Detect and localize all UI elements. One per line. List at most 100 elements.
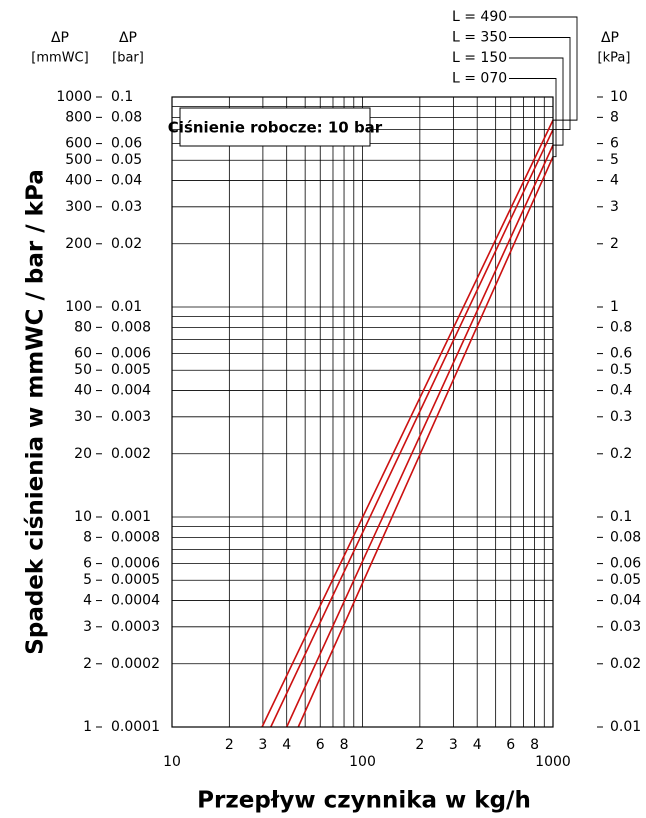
series-line <box>270 129 554 728</box>
ybar-tick-label: 0.003 <box>111 409 151 425</box>
y2-tick-label: 0.1 <box>610 509 632 525</box>
ybar-tick-label: 0.02 <box>111 236 142 252</box>
y2-tick-label: 0.05 <box>610 572 641 588</box>
x-tick-label: 4 <box>282 737 291 753</box>
x-tick-label: 2 <box>225 737 234 753</box>
legend-label: L = 350 <box>452 30 507 46</box>
y2-tick-label: 6 <box>610 136 619 152</box>
y2-header: [kPa] <box>598 51 631 66</box>
annotation: Ciśnienie robocze: 10 bar <box>168 119 383 137</box>
x-tick-label: 3 <box>258 737 267 753</box>
y2-tick-label: 10 <box>610 89 628 105</box>
y-tick-label: 5 <box>83 572 92 588</box>
y-tick-label: 60 <box>74 346 92 362</box>
y-header: ΔP <box>119 30 137 46</box>
y-tick-label: 10 <box>74 509 92 525</box>
y-header: ΔP <box>51 30 69 46</box>
y-tick-label: 1000 <box>56 89 92 105</box>
ybar-tick-label: 0.0006 <box>111 556 160 572</box>
ybar-tick-label: 0.0008 <box>111 529 160 545</box>
y2-tick-label: 0.2 <box>610 446 632 462</box>
y-tick-label: 400 <box>65 173 92 189</box>
ybar-tick-label: 0.006 <box>111 346 151 362</box>
y-tick-label: 200 <box>65 236 92 252</box>
y-tick-label: 80 <box>74 319 92 335</box>
ybar-tick-label: 0.05 <box>111 152 142 168</box>
y-tick-label: 2 <box>83 656 92 672</box>
x-tick-label: 1000 <box>535 754 571 770</box>
y2-tick-label: 1 <box>610 299 619 315</box>
legend-leader <box>509 78 557 158</box>
y-tick-label: 300 <box>65 199 92 215</box>
ybar-tick-label: 0.04 <box>111 173 142 189</box>
x-tick-label: 10 <box>163 754 181 770</box>
y2-tick-label: 0.6 <box>610 346 632 362</box>
ybar-tick-label: 0.0003 <box>111 619 160 635</box>
ybar-tick-label: 0.008 <box>111 319 151 335</box>
y-axis-title: Spadek ciśnienia w mmWC / bar / kPa <box>23 169 49 654</box>
y2-tick-label: 0.06 <box>610 556 641 572</box>
x-tick-label: 2 <box>415 737 424 753</box>
y-tick-label: 100 <box>65 299 92 315</box>
y2-tick-label: 8 <box>610 109 619 125</box>
ybar-tick-label: 0.002 <box>111 446 151 462</box>
y-tick-label: 50 <box>74 362 92 378</box>
y-tick-label: 600 <box>65 136 92 152</box>
y2-tick-label: 0.4 <box>610 383 632 399</box>
ybar-tick-label: 0.004 <box>111 383 151 399</box>
x-tick-label: 8 <box>340 737 349 753</box>
x-tick-label: 6 <box>316 737 325 753</box>
y-tick-label: 800 <box>65 109 92 125</box>
y-tick-label: 4 <box>83 593 92 609</box>
ybar-tick-label: 0.005 <box>111 362 151 378</box>
y-tick-label: 6 <box>83 556 92 572</box>
legend-leader <box>509 57 564 146</box>
y2-tick-label: 0.02 <box>610 656 641 672</box>
y2-tick-label: 0.5 <box>610 362 632 378</box>
ybar-tick-label: 0.0004 <box>111 593 160 609</box>
ybar-tick-label: 0.0005 <box>111 572 160 588</box>
y-header: [bar] <box>112 51 144 66</box>
y-header: [mmWC] <box>31 51 88 66</box>
series-line <box>297 156 554 728</box>
x-tick-label: 8 <box>530 737 539 753</box>
ybar-tick-label: 0.001 <box>111 509 151 525</box>
annotation-box <box>179 107 371 147</box>
y2-tick-label: 0.08 <box>610 529 641 545</box>
x-tick-label: 100 <box>349 754 376 770</box>
ybar-tick-label: 0.03 <box>111 199 142 215</box>
y2-tick-label: 0.8 <box>610 319 632 335</box>
y2-tick-label: 2 <box>610 236 619 252</box>
y-tick-label: 20 <box>74 446 92 462</box>
ybar-tick-label: 0.06 <box>111 136 142 152</box>
y2-tick-label: 4 <box>610 173 619 189</box>
x-tick-label: 4 <box>473 737 482 753</box>
y-tick-label: 8 <box>83 529 92 545</box>
y2-tick-label: 0.3 <box>610 409 632 425</box>
legend-label: L = 150 <box>452 50 507 66</box>
y2-tick-label: 0.04 <box>610 593 641 609</box>
legend-leader <box>509 37 571 130</box>
y-tick-label: 30 <box>74 409 92 425</box>
x-tick-label: 3 <box>449 737 458 753</box>
y2-tick-label: 3 <box>610 199 619 215</box>
legend-leader <box>509 16 578 121</box>
legend-label: L = 070 <box>452 71 507 87</box>
ybar-tick-label: 0.1 <box>111 89 133 105</box>
legend-label: L = 490 <box>452 9 507 25</box>
y-tick-label: 3 <box>83 619 92 635</box>
y2-tick-label: 0.03 <box>610 619 641 635</box>
y2-header: ΔP <box>601 30 619 46</box>
ybar-tick-label: 0.01 <box>111 299 142 315</box>
series-line <box>261 119 554 728</box>
ybar-tick-label: 0.08 <box>111 109 142 125</box>
y-tick-label: 500 <box>65 152 92 168</box>
x-axis-title: Przepływ czynnika w kg/h <box>197 788 531 814</box>
y-tick-label: 40 <box>74 383 92 399</box>
y2-tick-label: 0.01 <box>610 719 641 735</box>
series-line <box>285 144 554 728</box>
y-tick-label: 1 <box>83 719 92 735</box>
ybar-tick-label: 0.0001 <box>111 719 160 735</box>
ybar-tick-label: 0.0002 <box>111 656 160 672</box>
